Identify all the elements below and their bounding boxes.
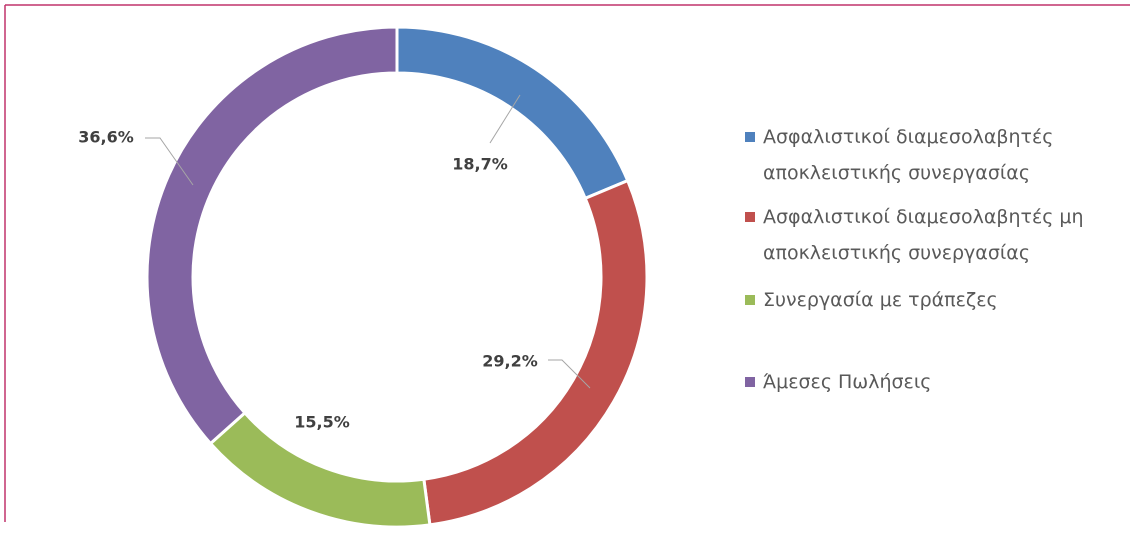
- slice: [145, 25, 399, 446]
- slice: [395, 25, 630, 201]
- leader-line: [145, 137, 194, 186]
- legend-swatch: [745, 377, 755, 387]
- legend-entry: Ασφαλιστικοί διαμεσολαβητές μη αποκλειστ…: [745, 199, 1125, 271]
- legend-swatch: [745, 132, 755, 142]
- leader-line: [489, 94, 521, 144]
- legend-entry: Ασφαλιστικοί διαμεσολαβητές αποκλειστική…: [745, 119, 1125, 191]
- legend-label: Άμεσες Πωλήσεις: [763, 371, 932, 393]
- data-label: 29,2%: [482, 352, 538, 371]
- leader-line: [548, 359, 591, 389]
- legend-label: Ασφαλιστικοί διαμεσολαβητές μη αποκλειστ…: [763, 206, 1084, 264]
- data-label: 18,7%: [452, 155, 508, 174]
- legend-swatch: [745, 212, 755, 222]
- legend-label: Ασφαλιστικοί διαμεσολαβητές αποκλειστική…: [763, 126, 1054, 184]
- legend-label: Συνεργασία με τράπεζες: [763, 289, 998, 311]
- legend-swatch: [745, 295, 755, 305]
- data-label: 15,5%: [294, 413, 350, 432]
- legend-entry: Άμεσες Πωλήσεις: [745, 364, 1125, 400]
- data-label: 36,6%: [78, 128, 134, 147]
- legend-entry: Συνεργασία με τράπεζες: [745, 282, 1125, 318]
